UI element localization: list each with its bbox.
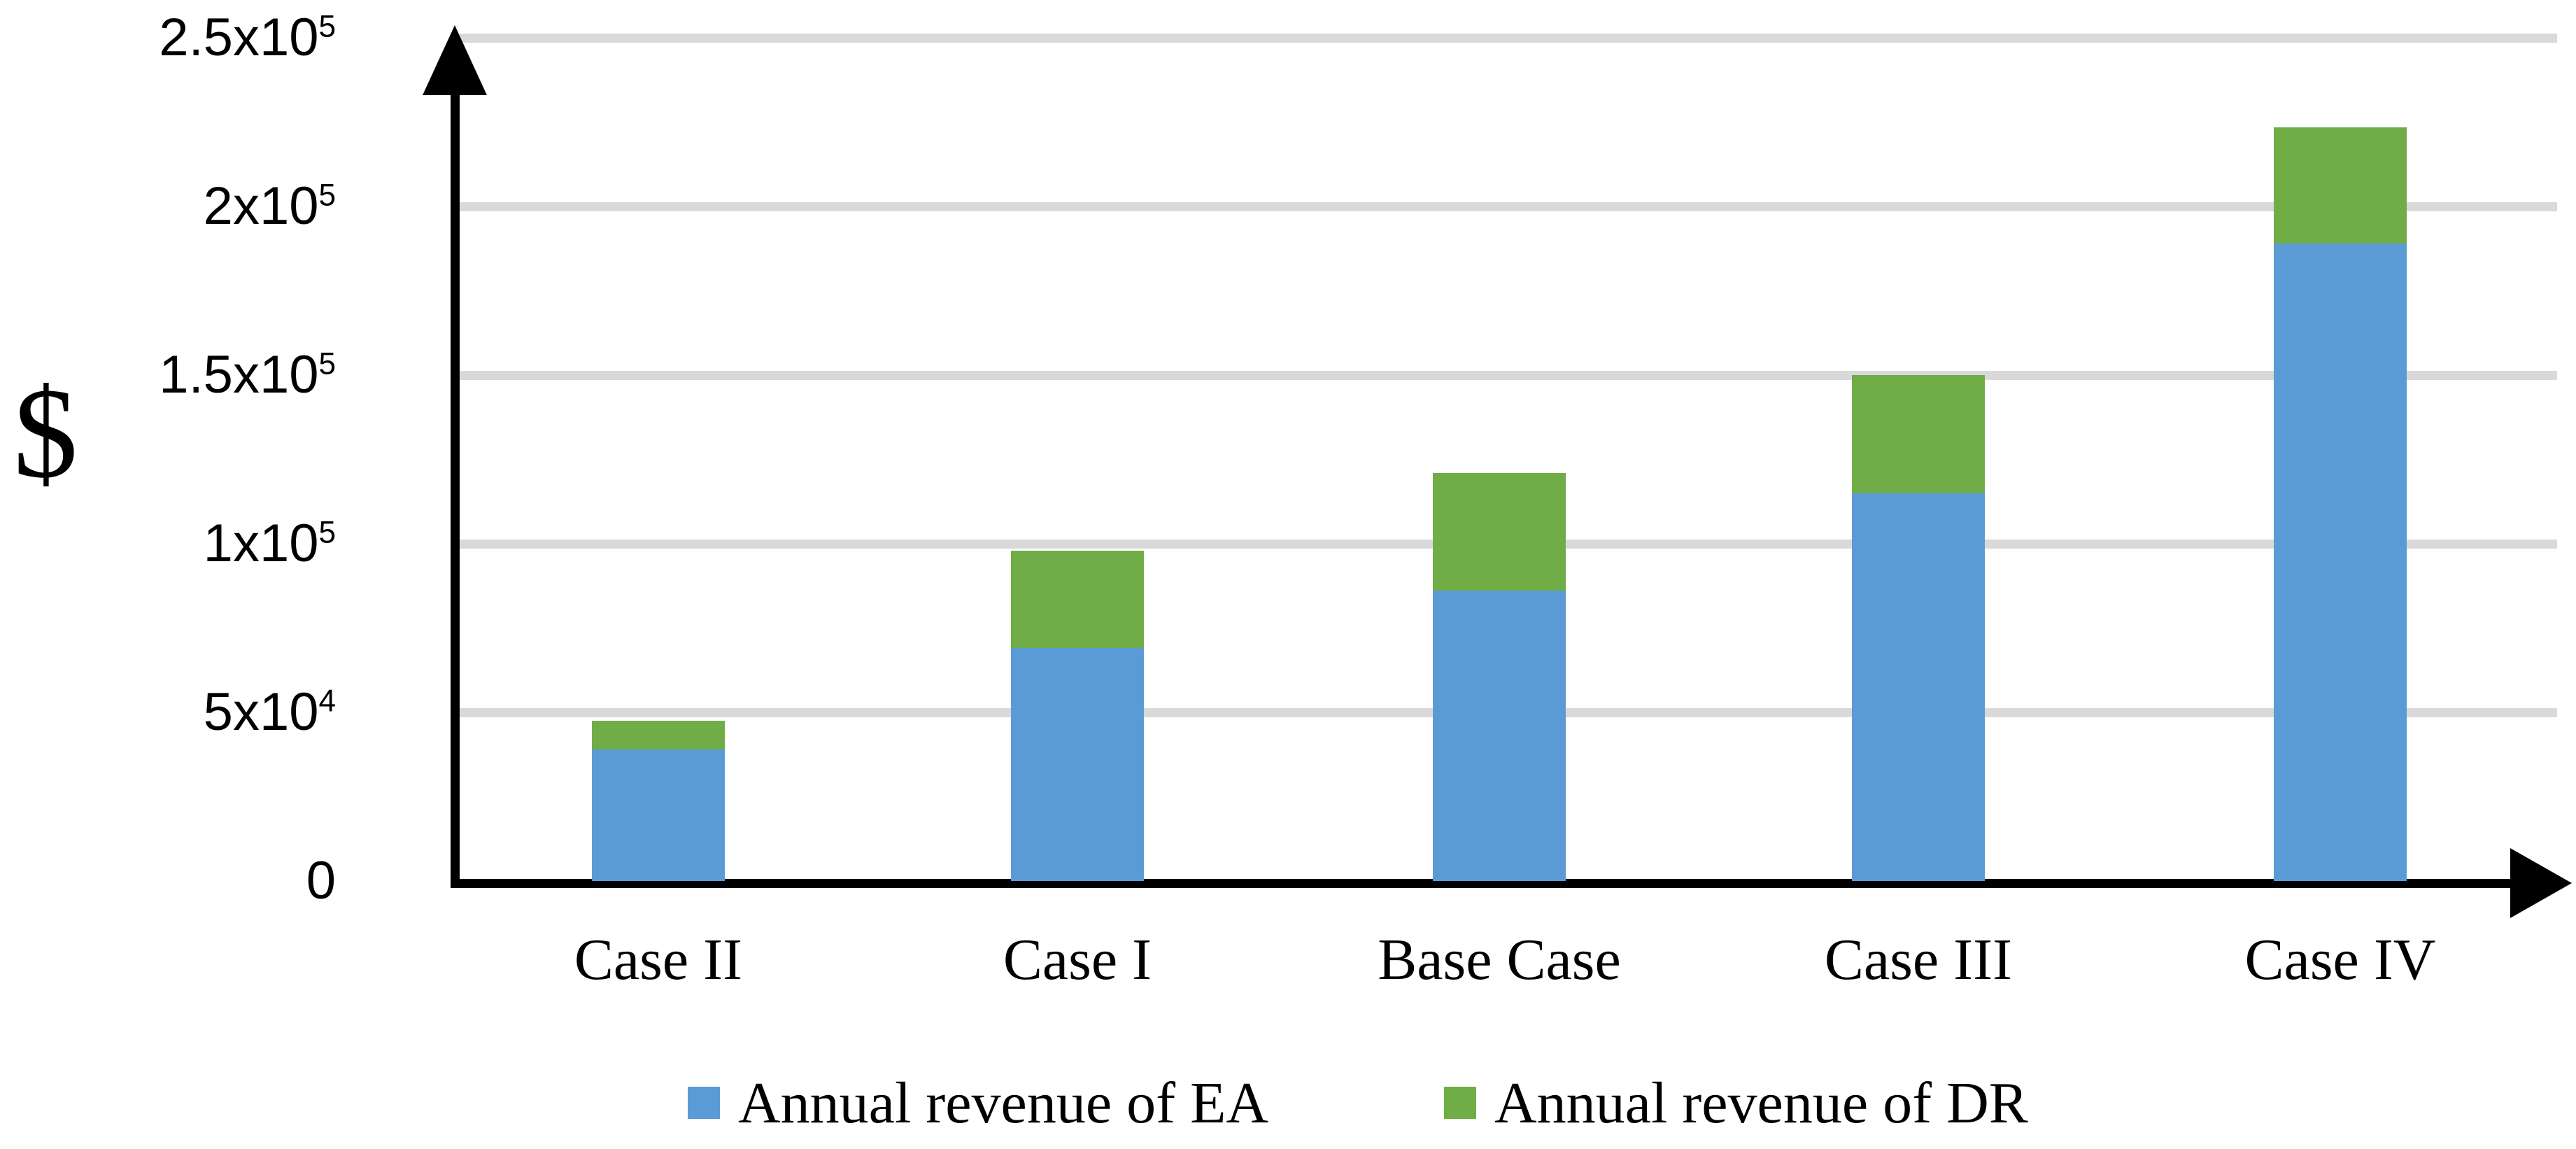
- legend-swatch-icon: [1444, 1087, 1476, 1119]
- y-axis-line: [451, 70, 460, 888]
- y-tick-label: 2x105: [203, 176, 336, 236]
- legend-item-annual-revenue-of-dr: Annual revenue of DR: [1444, 1061, 2028, 1145]
- category-label-case-i: Case I: [1003, 927, 1152, 992]
- legend-swatch-icon: [688, 1087, 720, 1119]
- y-tick-label: 1.5x105: [159, 345, 336, 404]
- bar-segment-annual-revenue-of-dr: [592, 721, 725, 750]
- bar-segment-annual-revenue-of-dr: [1433, 472, 1566, 591]
- x-axis-line: [451, 879, 2519, 888]
- category-label-case-iv: Case IV: [2244, 927, 2436, 992]
- bar-group-case-ii: [592, 721, 725, 881]
- bar-group-case-i: [1011, 550, 1144, 881]
- bar-segment-annual-revenue-of-dr: [1011, 550, 1144, 649]
- bar-group-case-iv: [2274, 127, 2407, 881]
- bar-group-base-case: [1433, 472, 1566, 881]
- y-tick-label: 1x105: [203, 514, 336, 573]
- bar-segment-annual-revenue-of-dr: [1852, 375, 1985, 493]
- bar-segment-annual-revenue-of-ea: [592, 749, 725, 881]
- bar-segment-annual-revenue-of-ea: [1852, 493, 1985, 881]
- y-tick-label: 5x104: [203, 682, 336, 742]
- bar-segment-annual-revenue-of-ea: [2274, 244, 2407, 881]
- category-label-base-case: Base Case: [1378, 927, 1621, 992]
- bar-segment-annual-revenue-of-ea: [1011, 648, 1144, 881]
- y-axis-title: $: [13, 362, 78, 505]
- legend-item-annual-revenue-of-ea: Annual revenue of EA: [688, 1061, 1268, 1145]
- legend-label: Annual revenue of DR: [1494, 1070, 2028, 1136]
- gridline: [460, 202, 2557, 211]
- category-label-case-iii: Case III: [1824, 927, 2013, 992]
- bar-segment-annual-revenue-of-ea: [1433, 591, 1566, 881]
- x-axis-arrow-icon: [2510, 848, 2572, 918]
- y-axis-arrow-icon: [423, 25, 487, 95]
- legend-label: Annual revenue of EA: [738, 1070, 1269, 1136]
- bar-group-case-iii: [1852, 375, 1985, 881]
- gridline: [460, 371, 2557, 380]
- gridline: [460, 34, 2557, 43]
- bar-segment-annual-revenue-of-dr: [2274, 127, 2407, 244]
- y-tick-label: 0: [306, 851, 336, 910]
- y-tick-label: 2.5x105: [159, 8, 336, 67]
- category-label-case-ii: Case II: [574, 927, 743, 992]
